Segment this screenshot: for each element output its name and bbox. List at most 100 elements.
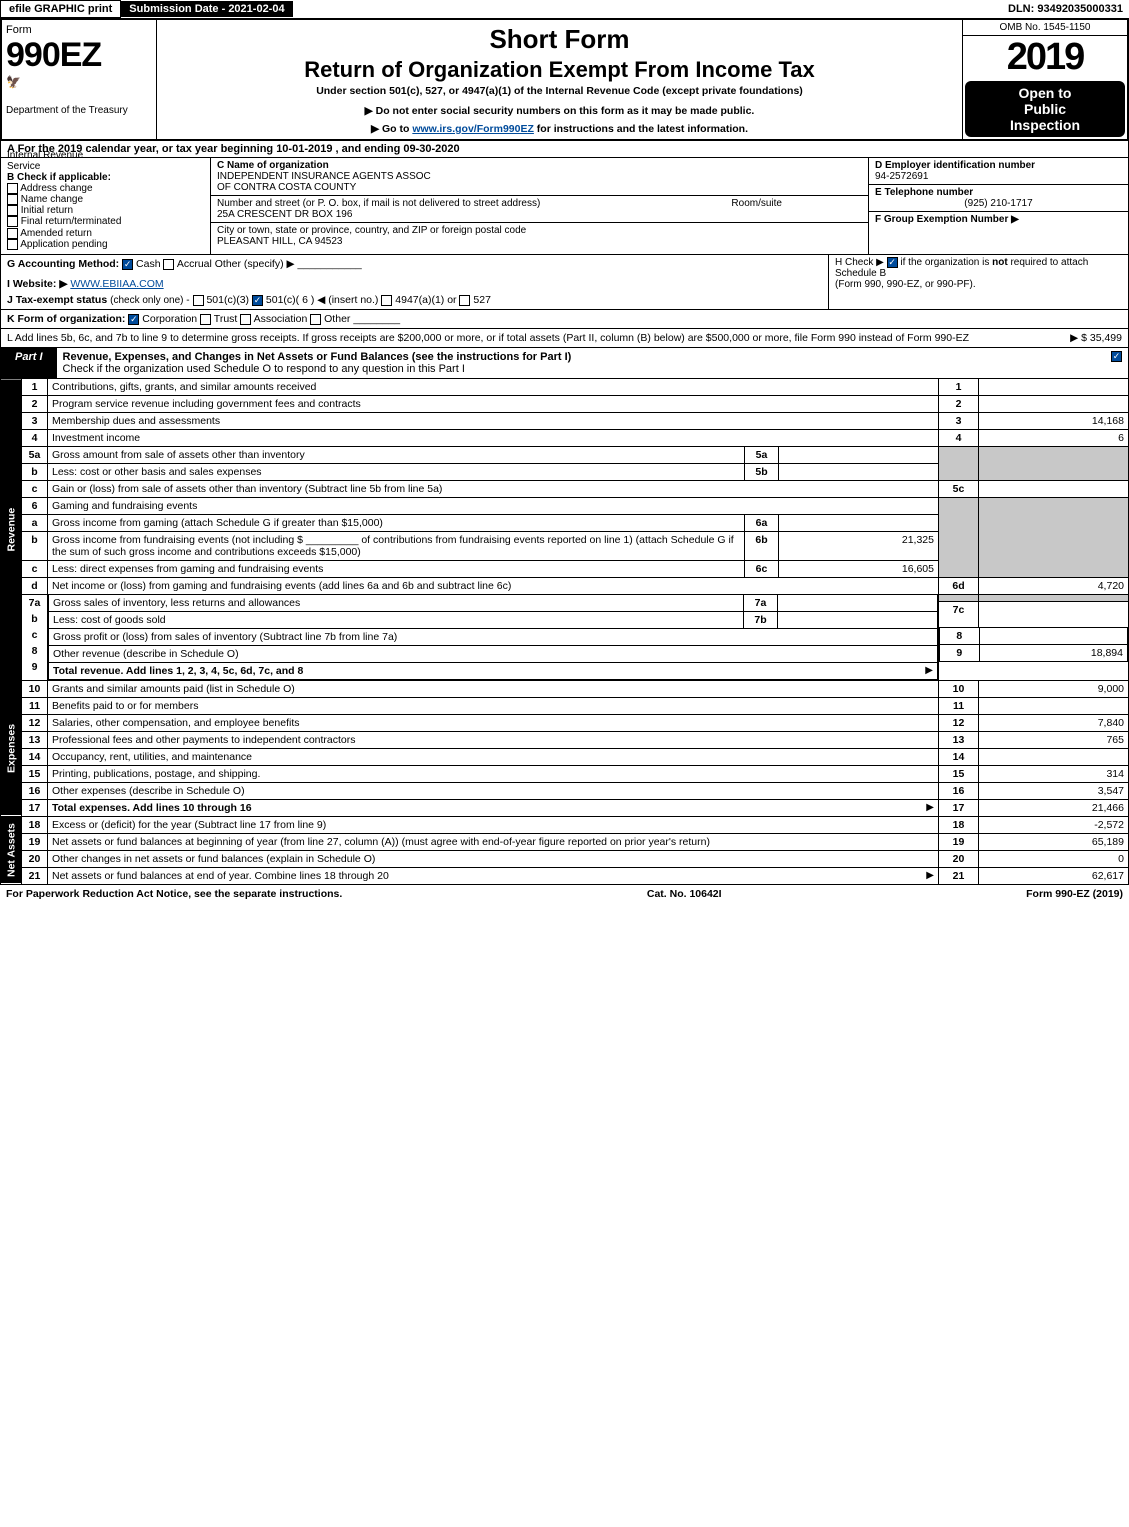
desc-12: Salaries, other compensation, and employ…	[52, 717, 299, 729]
opt-accrual: Accrual	[177, 258, 212, 270]
chk-527[interactable]	[459, 295, 470, 306]
ln-20: 20	[22, 850, 48, 867]
label-ein: D Employer identification number	[875, 160, 1035, 171]
num-13: 13	[939, 731, 979, 748]
org-address: 25A CRESCENT DR BOX 196	[217, 209, 352, 220]
return-title: Return of Organization Exempt From Incom…	[165, 57, 954, 83]
ln-6: 6	[22, 497, 48, 514]
ln-12: 12	[22, 714, 48, 731]
ln-14: 14	[22, 748, 48, 765]
form-header-box: Form 990EZ 🦅 Department of the Treasury …	[0, 18, 1129, 141]
subln-7b: 7b	[744, 611, 778, 628]
num-3: 3	[939, 412, 979, 429]
num-10: 10	[939, 680, 979, 697]
form-title-block: Short Form Return of Organization Exempt…	[157, 20, 962, 139]
dln-label: DLN: 93492035000331	[1008, 3, 1129, 15]
efile-button[interactable]: efile GRAPHIC print	[0, 0, 121, 18]
desc-3: Membership dues and assessments	[52, 415, 220, 427]
val-13: 765	[979, 731, 1129, 748]
chk-final-return[interactable]: Final return/terminated	[7, 216, 204, 227]
org-name-1: INDEPENDENT INSURANCE AGENTS ASSOC	[217, 171, 431, 182]
part1-checkbox[interactable]: ✓	[1068, 348, 1128, 378]
note-goto: ▶ Go to www.irs.gov/Form990EZ for instru…	[165, 123, 954, 135]
ln-15: 15	[22, 765, 48, 782]
ln-16: 16	[22, 782, 48, 799]
submission-date-button[interactable]: Submission Date - 2021-02-04	[121, 1, 292, 17]
chk-initial-return[interactable]: Initial return	[7, 205, 204, 216]
desc-6c: Less: direct expenses from gaming and fu…	[52, 563, 323, 575]
chk-amended-return[interactable]: Amended return	[7, 228, 204, 239]
chk-4947[interactable]	[381, 295, 392, 306]
desc-15: Printing, publications, postage, and shi…	[52, 768, 260, 780]
ln-6a: a	[22, 514, 48, 531]
val-17: 21,466	[979, 799, 1129, 816]
footer-right: Form 990-EZ (2019)	[1026, 888, 1123, 900]
expenses-tab: Expenses	[1, 680, 22, 816]
l-amount: ▶ $ 35,499	[1070, 332, 1122, 344]
num-1: 1	[939, 379, 979, 396]
goto-suffix: for instructions and the latest informat…	[534, 123, 748, 135]
num-15: 15	[939, 765, 979, 782]
ln-5b: b	[22, 463, 48, 480]
footer-mid: Cat. No. 10642I	[647, 888, 722, 900]
val-7c	[979, 602, 1129, 628]
tax-year: 2019	[963, 36, 1127, 79]
opt-other: Other (specify) ▶	[215, 258, 295, 270]
website-link[interactable]: WWW.EBIIAA.COM	[70, 278, 163, 290]
chk-application-pending[interactable]: Application pending	[7, 239, 204, 250]
chk-trust[interactable]	[200, 314, 211, 325]
num-8: 8	[940, 628, 980, 645]
open-line2: Public	[969, 101, 1121, 117]
subval-5a	[779, 446, 939, 463]
subval-7b	[778, 611, 938, 628]
label-accounting: G Accounting Method:	[7, 258, 119, 270]
chk-501c3[interactable]	[193, 295, 204, 306]
subln-5a: 5a	[745, 446, 779, 463]
desc-13: Professional fees and other payments to …	[52, 734, 356, 746]
val-20: 0	[979, 850, 1129, 867]
ln-2: 2	[22, 395, 48, 412]
desc-6b: Gross income from fundraising events (no…	[52, 534, 734, 558]
chk-name-change[interactable]: Name change	[7, 194, 204, 205]
desc-20: Other changes in net assets or fund bala…	[52, 853, 375, 865]
num-6d: 6d	[939, 577, 979, 594]
chk-schedule-b[interactable]: ✓	[887, 257, 898, 268]
val-6d: 4,720	[979, 577, 1129, 594]
org-name-block: C Name of organization INDEPENDENT INSUR…	[211, 158, 868, 196]
irs-link[interactable]: www.irs.gov/Form990EZ	[412, 123, 534, 135]
desc-7c: Gross profit or (loss) from sales of inv…	[53, 631, 397, 643]
num-2: 2	[939, 395, 979, 412]
form-number: 990EZ	[6, 36, 152, 75]
chk-association[interactable]	[240, 314, 251, 325]
chk-address-change[interactable]: Address change	[7, 183, 204, 194]
lines-table: Revenue 1 Contributions, gifts, grants, …	[0, 379, 1129, 885]
desc-11: Benefits paid to or for members	[52, 700, 198, 712]
goto-prefix: ▶ Go to	[371, 123, 412, 135]
ln-19: 19	[22, 833, 48, 850]
desc-21: Net assets or fund balances at end of ye…	[52, 870, 389, 882]
chk-501c[interactable]: ✓	[252, 295, 263, 306]
org-city-block: City or town, state or province, country…	[211, 223, 868, 249]
ln-7-8-9: 7a b c 8 9	[22, 594, 48, 680]
form-id-block: Form 990EZ 🦅 Department of the Treasury	[2, 20, 157, 139]
desc-9: Total revenue. Add lines 1, 2, 3, 4, 5c,…	[53, 665, 303, 677]
footer-left: For Paperwork Reduction Act Notice, see …	[6, 888, 342, 900]
chk-corporation[interactable]: ✓	[128, 314, 139, 325]
chk-other-org[interactable]	[310, 314, 321, 325]
val-4: 6	[979, 429, 1129, 446]
num-19: 19	[939, 833, 979, 850]
val-11	[979, 697, 1129, 714]
desc-6: Gaming and fundraising events	[52, 500, 197, 512]
desc-6d: Net income or (loss) from gaming and fun…	[52, 580, 511, 592]
chk-cash[interactable]: ✓	[122, 259, 133, 270]
box-b: Internal RevenueService B Check if appli…	[1, 158, 211, 254]
row-g: G Accounting Method: ✓ Cash Accrual Othe…	[7, 258, 822, 270]
desc-2: Program service revenue including govern…	[52, 398, 361, 410]
row-h: H Check ▶ ✓ if the organization is not r…	[828, 255, 1128, 309]
ln-17: 17	[22, 799, 48, 816]
chk-accrual[interactable]	[163, 259, 174, 270]
form-year-block: OMB No. 1545-1150 2019 Open to Public In…	[962, 20, 1127, 139]
num-16: 16	[939, 782, 979, 799]
box-b-title: B Check if applicable:	[7, 172, 204, 183]
ln-13: 13	[22, 731, 48, 748]
